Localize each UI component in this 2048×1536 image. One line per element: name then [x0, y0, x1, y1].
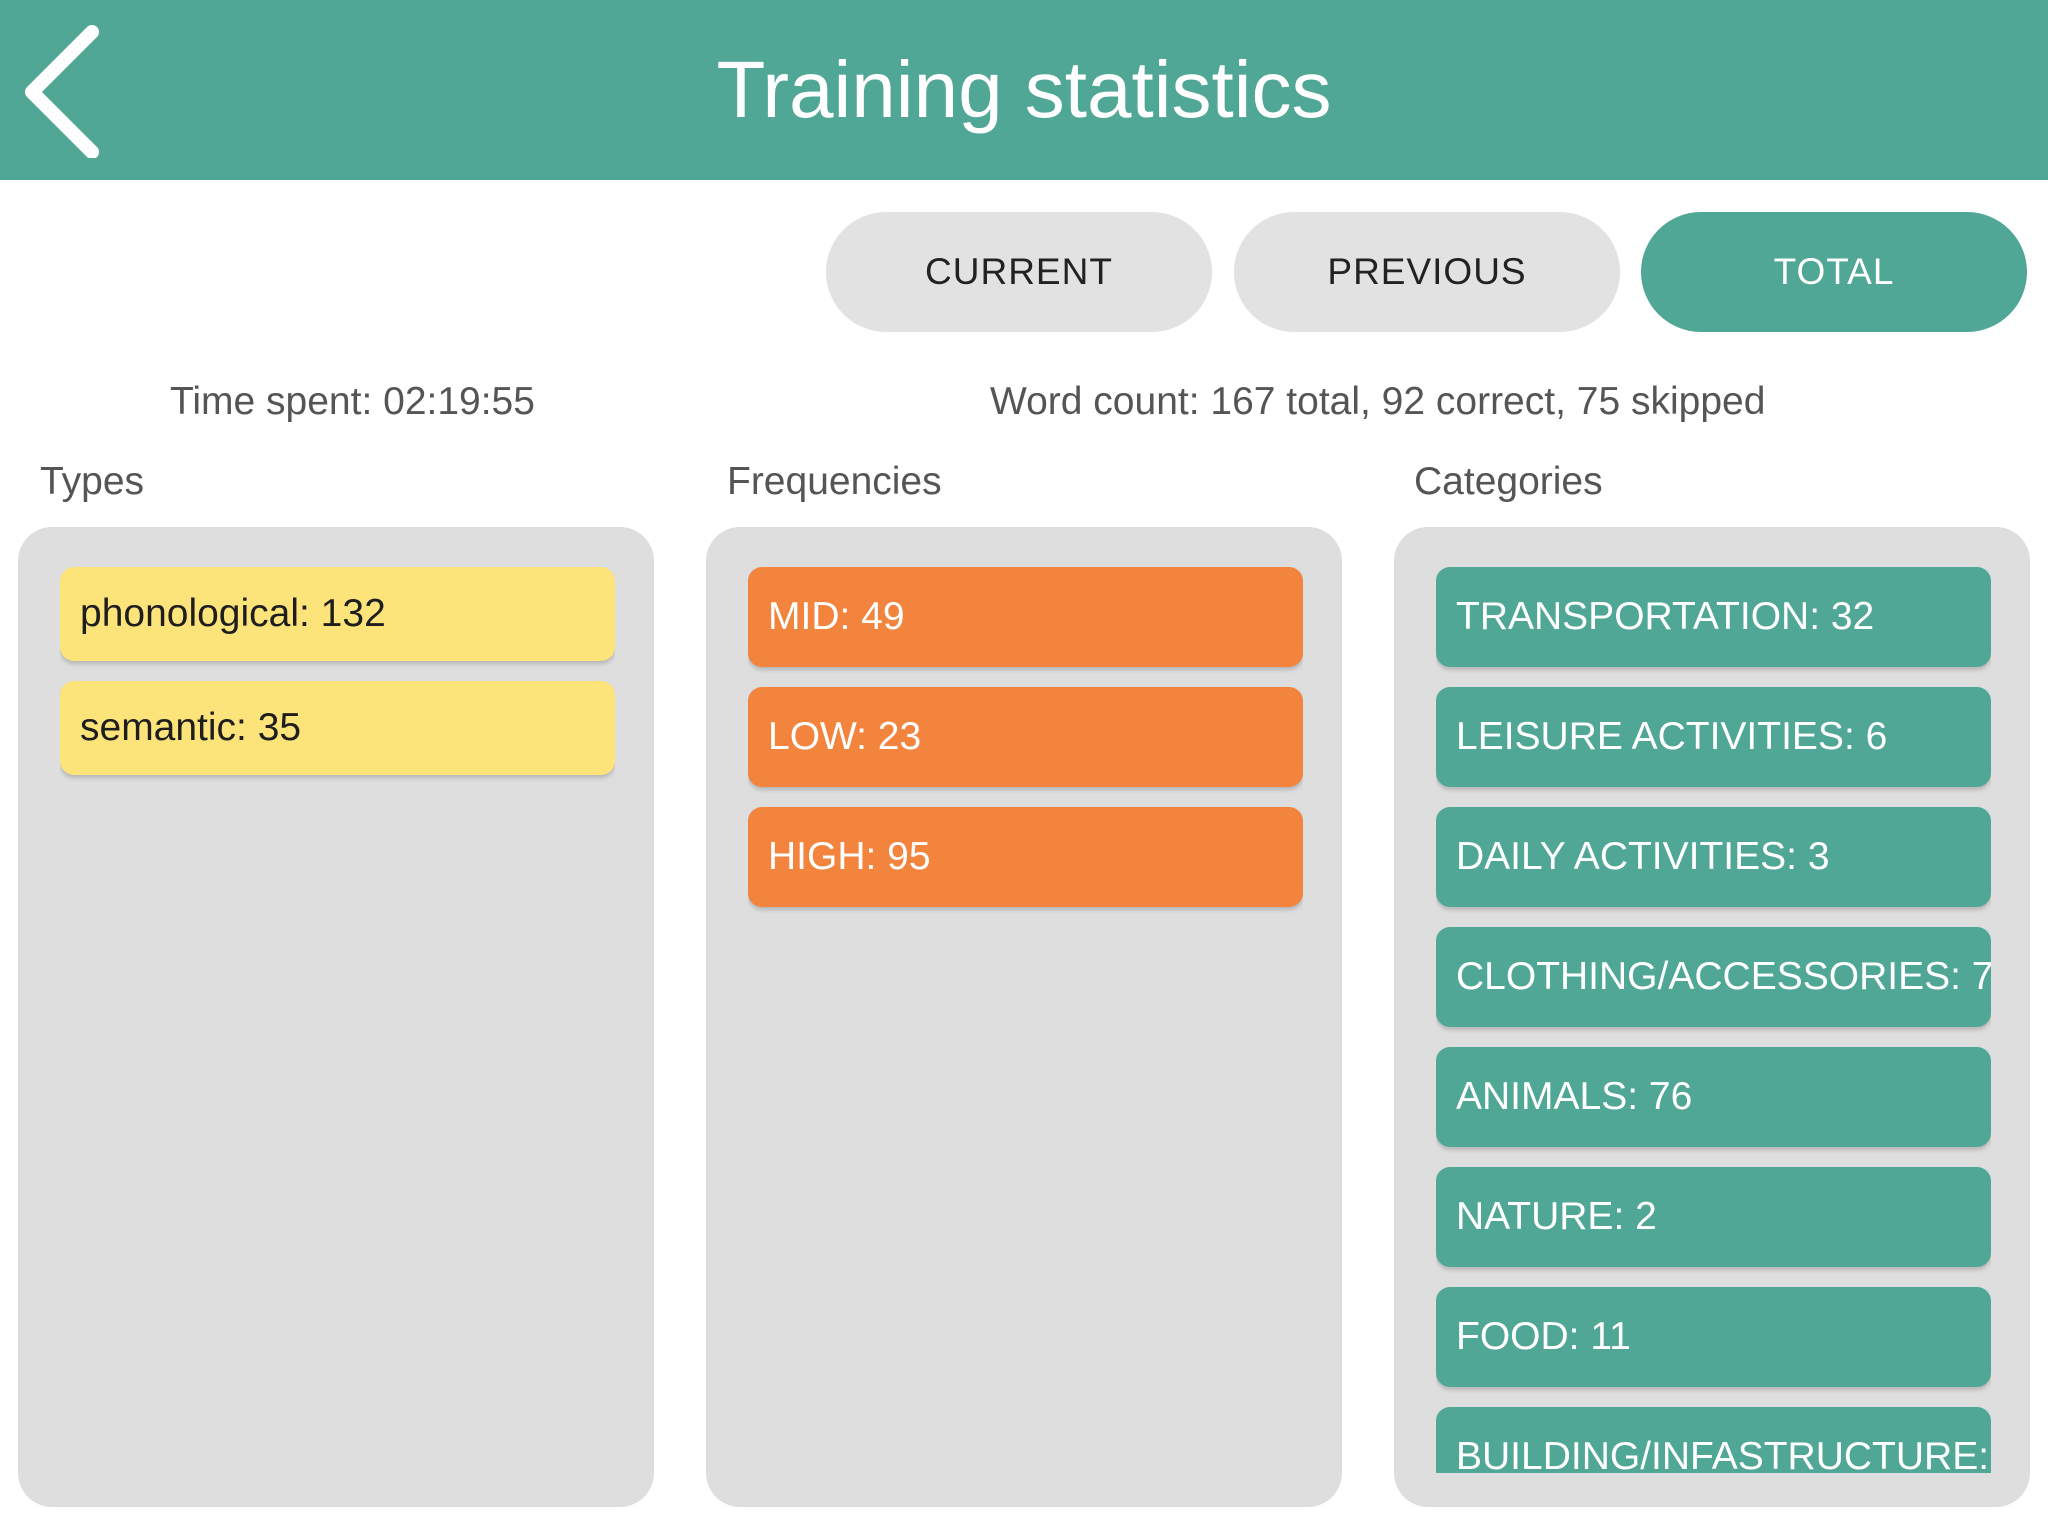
category-chip-daily-activities[interactable]: DAILY ACTIVITIES: 3	[1436, 807, 1991, 907]
chevron-left-icon	[25, 25, 99, 159]
types-panel: phonological: 132 semantic: 35	[18, 527, 654, 1507]
category-chip-clothing-accessories[interactable]: CLOTHING/ACCESSORIES: 7	[1436, 927, 1991, 1027]
word-count-text: Word count: 167 total, 92 correct, 75 sk…	[990, 380, 1766, 423]
type-chip-phonological[interactable]: phonological: 132	[60, 567, 615, 661]
tab-previous[interactable]: PREVIOUS	[1234, 212, 1620, 332]
type-chip-semantic[interactable]: semantic: 35	[60, 681, 615, 775]
types-list[interactable]: phonological: 132 semantic: 35	[60, 567, 615, 1473]
categories-heading: Categories	[1414, 460, 1603, 503]
time-spent-text: Time spent: 02:19:55	[170, 380, 535, 423]
back-button[interactable]	[10, 18, 120, 159]
page-title: Training statistics	[716, 45, 1332, 134]
category-chip-transportation[interactable]: TRANSPORTATION: 32	[1436, 567, 1991, 667]
frequency-chip-high[interactable]: HIGH: 95	[748, 807, 1303, 907]
tab-total[interactable]: TOTAL	[1641, 212, 2027, 332]
category-chip-leisure-activities[interactable]: LEISURE ACTIVITIES: 6	[1436, 687, 1991, 787]
categories-panel: TRANSPORTATION: 32 LEISURE ACTIVITIES: 6…	[1394, 527, 2030, 1507]
app-header: Training statistics	[0, 0, 2048, 180]
categories-list[interactable]: TRANSPORTATION: 32 LEISURE ACTIVITIES: 6…	[1436, 567, 1991, 1473]
frequency-chip-mid[interactable]: MID: 49	[748, 567, 1303, 667]
frequencies-panel: MID: 49 LOW: 23 HIGH: 95	[706, 527, 1342, 1507]
category-chip-food[interactable]: FOOD: 11	[1436, 1287, 1991, 1387]
frequencies-heading: Frequencies	[727, 460, 942, 503]
frequency-chip-low[interactable]: LOW: 23	[748, 687, 1303, 787]
tab-current[interactable]: CURRENT	[826, 212, 1212, 332]
frequencies-list[interactable]: MID: 49 LOW: 23 HIGH: 95	[748, 567, 1303, 1473]
category-chip-building-infrastructure[interactable]: BUILDING/INFASTRUCTURE:	[1436, 1407, 1991, 1473]
category-chip-animals[interactable]: ANIMALS: 76	[1436, 1047, 1991, 1147]
types-heading: Types	[40, 460, 145, 503]
category-chip-nature[interactable]: NATURE: 2	[1436, 1167, 1991, 1267]
